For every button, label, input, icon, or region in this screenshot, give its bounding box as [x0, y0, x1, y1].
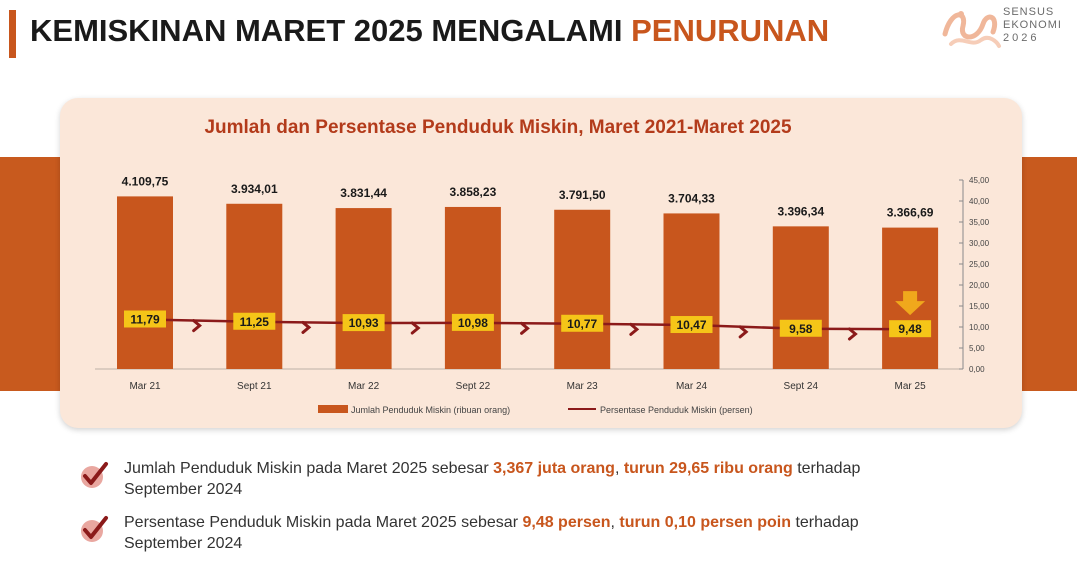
bar-value-label: 3.704,33: [668, 191, 715, 205]
x-tick-label: Sept 21: [237, 381, 272, 392]
x-tick-label: Mar 25: [895, 381, 927, 392]
y-right-tick-label: 15,00: [969, 302, 990, 311]
x-tick-label: Mar 23: [567, 381, 599, 392]
y-right-tick-label: 35,00: [969, 218, 990, 227]
line-marker-chevron: [847, 327, 858, 341]
bar: [444, 206, 501, 369]
bar-value-label: 4.109,75: [122, 174, 169, 188]
line-marker-chevron: [629, 322, 640, 336]
percentage-label: 11,79: [130, 312, 160, 326]
y-right-tick-label: 40,00: [969, 197, 990, 206]
note-highlight: 3,367 juta orang: [493, 460, 615, 477]
bar-value-label: 3.396,34: [777, 204, 824, 218]
y-right-tick-label: 20,00: [969, 281, 990, 290]
percentage-label: 9,58: [789, 322, 813, 336]
check-icon: [81, 462, 108, 488]
note-text-part: ,: [610, 514, 620, 531]
note-text-part: terhadap September 2024: [124, 514, 859, 552]
bar-value-label: 3.366,69: [887, 206, 934, 220]
bar: [554, 209, 611, 369]
chart-title: Jumlah dan Persentase Penduduk Miskin, M…: [204, 117, 792, 138]
bar-value-label: 3.791,50: [559, 188, 606, 202]
sensus-ekonomi-logo-icon: [942, 11, 1001, 48]
percentage-label: 10,93: [349, 316, 379, 330]
percentage-label: 9,48: [898, 322, 922, 336]
y-right-tick-label: 25,00: [969, 260, 990, 269]
note-highlight: turun 0,10 persen poin: [619, 514, 792, 531]
down-arrow-icon: [895, 291, 926, 316]
bar-value-label: 3.934,01: [231, 182, 278, 196]
note-text-part: ,: [614, 460, 624, 477]
check-icon: [81, 516, 108, 542]
percentage-label-bg: [451, 313, 494, 331]
percentage-label-bg: [124, 310, 166, 328]
note-text-part: Jumlah Penduduk Miskin pada Maret 2025 s…: [124, 460, 494, 477]
x-tick-label: Sept 22: [456, 381, 491, 392]
x-tick-label: Sept 24: [784, 381, 819, 392]
note-highlight: turun 29,65 ribu orang: [623, 460, 793, 477]
percentage-label-bg: [233, 312, 276, 330]
y-right-tick-label: 5,00: [969, 344, 985, 353]
line-marker-chevron: [192, 319, 202, 333]
note-item: Jumlah Penduduk Miskin pada Maret 2025 s…: [78, 458, 978, 500]
legend-label: Jumlah Penduduk Miskin (ribuan orang): [351, 405, 510, 415]
chart-panel: [60, 98, 1022, 428]
percentage-label-bg: [561, 314, 604, 332]
y-right-tick-label: 10,00: [969, 323, 990, 332]
note-text: Jumlah Penduduk Miskin pada Maret 2025 s…: [124, 458, 978, 500]
page-title: KEMISKINAN MARET 2025 MENGALAMI PENURUNA…: [30, 13, 829, 49]
note-text-part: Persentase Penduduk Miskin pada Maret 20…: [124, 514, 523, 531]
logo-line-1: SENSUS: [1003, 6, 1055, 18]
percentage-label-bg: [889, 320, 932, 338]
line-marker-chevron: [410, 321, 421, 335]
note-text-part: terhadap September 2024: [124, 460, 861, 498]
y-right-tick-label: 45,00: [969, 176, 990, 185]
x-tick-label: Mar 21: [129, 381, 161, 392]
y-right-tick-label: 30,00: [969, 239, 990, 248]
line-marker-chevron: [301, 320, 312, 334]
percentage-label-bg: [779, 319, 822, 337]
bar: [772, 226, 829, 369]
percentage-label: 11,25: [240, 315, 270, 329]
title-accent-bar: [9, 10, 16, 58]
y-right-tick-label: 0,00: [969, 365, 985, 374]
legend-label: Persentase Penduduk Miskin (persen): [600, 405, 753, 415]
bar: [117, 196, 173, 369]
note-item: Persentase Penduduk Miskin pada Maret 20…: [78, 512, 978, 554]
note-text: Persentase Penduduk Miskin pada Maret 20…: [124, 512, 978, 554]
bar-value-label: 3.858,23: [450, 185, 497, 199]
bar-value-label: 3.831,44: [340, 186, 387, 200]
page-title-highlight: PENURUNAN: [631, 13, 830, 48]
notes-section: Jumlah Penduduk Miskin pada Maret 2025 s…: [78, 458, 978, 566]
percentage-label-bg: [342, 314, 385, 332]
x-tick-label: Mar 24: [676, 381, 708, 392]
bar: [663, 213, 720, 369]
bar: [335, 208, 392, 369]
note-highlight: 9,48 persen: [522, 514, 611, 531]
legend-swatch-bars: [318, 405, 348, 413]
logo-line-3: 2026: [1003, 32, 1040, 44]
percentage-label: 10,98: [458, 316, 488, 330]
line-marker-chevron: [738, 325, 749, 339]
logo-line-2: EKONOMI: [1003, 19, 1062, 31]
x-tick-label: Mar 22: [348, 381, 380, 392]
page-title-main: KEMISKINAN MARET 2025 MENGALAMI: [30, 13, 632, 48]
percentage-label: 10,47: [676, 318, 706, 332]
percentage-label-bg: [670, 316, 713, 334]
percentage-label: 10,77: [567, 317, 597, 331]
bar: [226, 203, 283, 369]
line-marker-chevron: [520, 321, 530, 335]
